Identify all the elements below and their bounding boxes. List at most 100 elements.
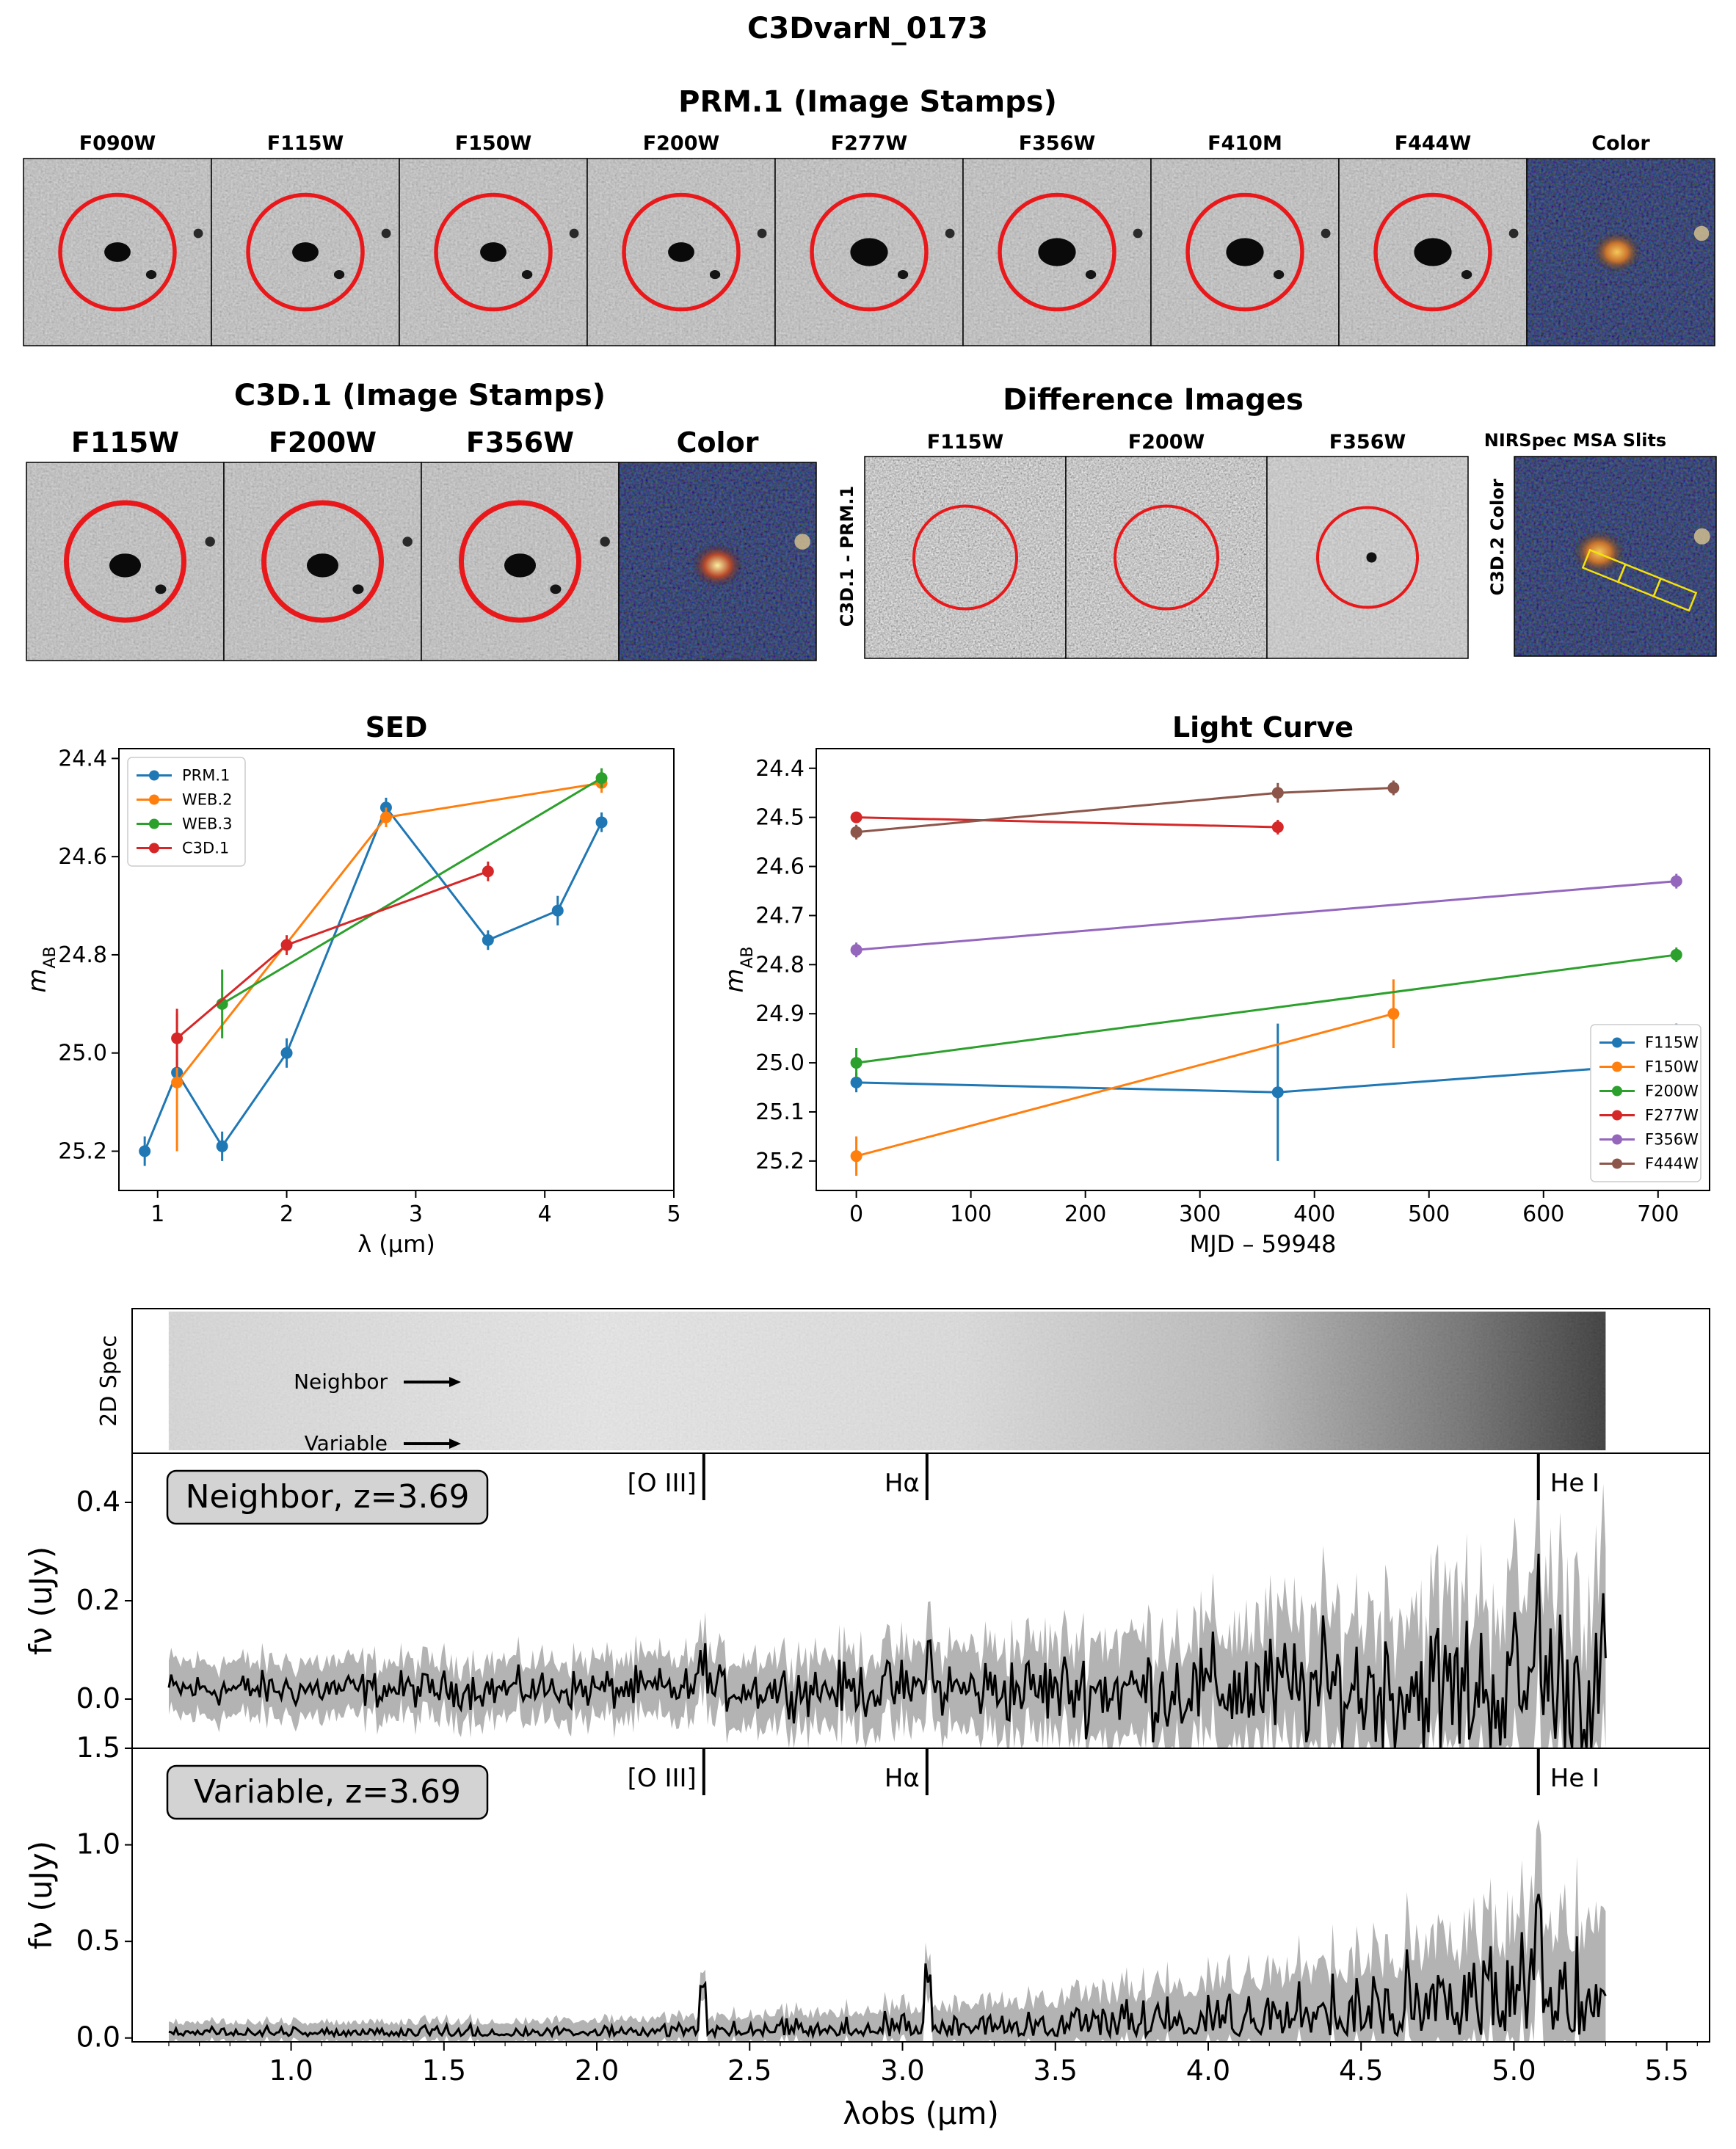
y-tick-label: 1.5 xyxy=(76,1731,120,1764)
source-blob xyxy=(109,553,141,577)
x-axis-label: λobs (μm) xyxy=(843,2095,999,2131)
x-tick-label: 2 xyxy=(280,1201,294,1227)
x-tick-label: 700 xyxy=(1637,1201,1679,1227)
y-tick-label: 0.4 xyxy=(76,1486,120,1518)
source-blob xyxy=(1226,238,1263,266)
data-point xyxy=(851,826,862,838)
neighbor-blob xyxy=(550,584,561,594)
x-tick-label: 3.5 xyxy=(1034,2054,1078,2087)
prm-band-label: F090W xyxy=(79,132,156,155)
neighbor-blob xyxy=(1461,270,1472,279)
y-tick-label: 1.0 xyxy=(76,1828,120,1861)
neighbor-blob xyxy=(1086,270,1096,279)
y-tick-label: 24.4 xyxy=(755,756,805,782)
neighbor-blob xyxy=(334,270,344,279)
x-tick-label: 5.0 xyxy=(1492,2054,1536,2087)
legend: PRM.1WEB.2WEB.3C3D.1 xyxy=(128,757,245,866)
source-blob xyxy=(1414,238,1451,266)
data-point xyxy=(482,865,494,877)
y-tick-label: 25.0 xyxy=(755,1050,805,1076)
data-point xyxy=(281,939,293,951)
y-tick-label: 0.2 xyxy=(76,1584,120,1616)
light-curve-chart: Light Curve0 100 200 300 400 500 600 70024.424.… xyxy=(720,711,1710,1258)
star-blob xyxy=(945,229,955,239)
c3d-band-label: F115W xyxy=(71,426,179,459)
source-blob xyxy=(307,553,338,577)
legend-label: F356W xyxy=(1645,1131,1699,1149)
y-tick-label: 25.1 xyxy=(755,1099,805,1125)
legend-marker xyxy=(1612,1110,1622,1121)
galaxy-color-blob xyxy=(1573,531,1626,575)
difference-stamps-row: F115W F200W F356W xyxy=(865,431,1468,658)
x-axis-label: MJD – 59948 xyxy=(1190,1230,1337,1258)
msa-stamp xyxy=(1514,457,1716,656)
neighbor-blob xyxy=(522,270,532,279)
source-blob xyxy=(850,238,887,266)
star-color-blob xyxy=(794,534,810,550)
difference-title: Difference Images xyxy=(1003,383,1304,417)
y-tick-label: 24.4 xyxy=(58,746,107,771)
emission-line-label: Hα xyxy=(885,1764,920,1793)
variable-redshift-label: Variable, z=3.69 xyxy=(167,1766,487,1819)
data-point xyxy=(596,816,608,828)
prm-band-label: F444W xyxy=(1395,132,1472,155)
x-tick-label: 600 xyxy=(1522,1201,1564,1227)
data-point xyxy=(1387,782,1399,794)
data-point xyxy=(1671,876,1682,887)
c3d-band-label: Color xyxy=(677,426,759,459)
data-point xyxy=(281,1047,293,1059)
x-tick-label: 0 xyxy=(849,1201,863,1227)
prm-band-label: Color xyxy=(1591,132,1650,155)
x-tick-label: 4 xyxy=(538,1201,552,1227)
source-blob xyxy=(292,242,319,262)
legend-marker xyxy=(1612,1159,1622,1169)
y-axis-label: fν (uJy) xyxy=(23,1546,59,1655)
figure-title: C3DvarN_0173 xyxy=(747,12,988,46)
x-tick-label: 2.0 xyxy=(575,2054,619,2087)
redshift-label-text: Variable, z=3.69 xyxy=(194,1773,461,1811)
x-axis-label: λ (μm) xyxy=(357,1230,435,1258)
legend: F115WF150WF200WF277WF356WF444W xyxy=(1591,1025,1701,1182)
star-blob xyxy=(205,537,214,546)
data-point xyxy=(851,1057,862,1069)
y-axis-label: mAB xyxy=(720,946,757,992)
c3d-stamps-title: C3D.1 (Image Stamps) xyxy=(234,379,606,412)
legend-marker xyxy=(149,843,159,854)
data-point xyxy=(217,1141,228,1152)
difference-band-label: F115W xyxy=(927,431,1004,454)
emission-line-label: He I xyxy=(1550,1764,1599,1793)
star-color-blob xyxy=(1694,226,1709,241)
y-tick-label: 24.6 xyxy=(58,844,107,870)
neighbor-blob xyxy=(352,584,363,594)
legend-marker xyxy=(1612,1062,1622,1072)
star-blob xyxy=(1133,229,1143,239)
msa-title: NIRSpec MSA Slits xyxy=(1484,430,1666,451)
source-blob xyxy=(1038,238,1075,266)
data-point xyxy=(851,812,862,823)
difference-side-label: C3D.1 - PRM.1 xyxy=(837,486,857,628)
source-blob xyxy=(104,242,131,262)
y-tick-label: 24.7 xyxy=(755,903,805,928)
star-blob xyxy=(1321,229,1331,239)
emission-line-label: Hα xyxy=(885,1469,920,1498)
y-tick-label: 0.0 xyxy=(76,1682,120,1715)
neighbor-blob xyxy=(155,584,166,594)
chart-title: Light Curve xyxy=(1172,711,1354,743)
c3d-stamps-row: F115W F200W F356W Color xyxy=(26,426,816,661)
chart-title: SED xyxy=(366,711,428,743)
x-tick-label: 5.5 xyxy=(1644,2054,1688,2087)
legend-marker xyxy=(149,771,159,781)
y-tick-label: 24.8 xyxy=(755,952,805,978)
neighbor-blob xyxy=(146,270,156,279)
c3d-band-label: F200W xyxy=(269,426,377,459)
x-tick-label: 500 xyxy=(1408,1201,1450,1227)
data-point xyxy=(171,1077,183,1088)
x-tick-label: 5 xyxy=(667,1201,680,1227)
legend-marker xyxy=(1612,1135,1622,1145)
x-tick-label: 1.5 xyxy=(422,2054,466,2087)
source-blob xyxy=(504,553,536,577)
data-point xyxy=(171,1033,183,1044)
y-tick-label: 25.2 xyxy=(58,1138,107,1164)
data-point xyxy=(851,944,862,956)
neighbor-blob xyxy=(1274,270,1284,279)
